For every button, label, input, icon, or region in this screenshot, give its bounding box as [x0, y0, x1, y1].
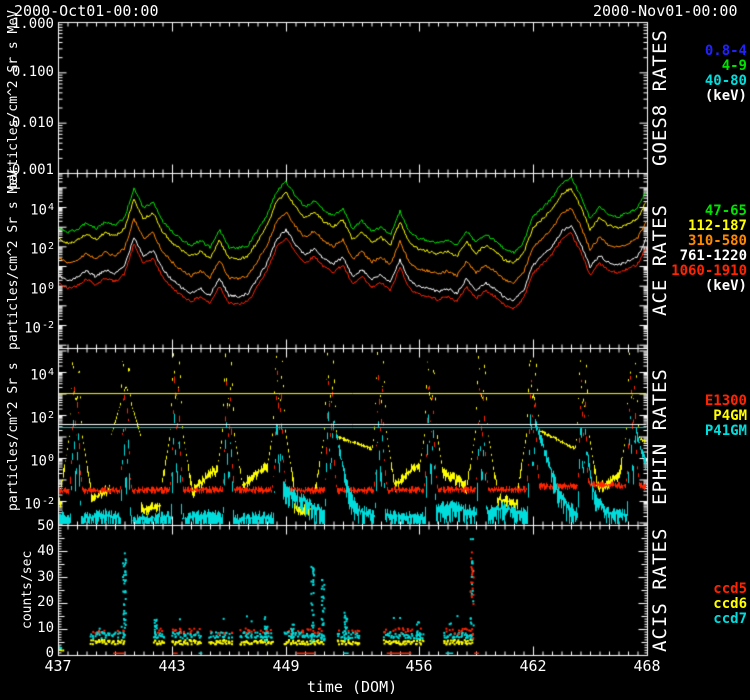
y-tick-label: 0: [45, 645, 54, 661]
x-tick-label: 449: [272, 657, 300, 675]
acis-y-axis-title: counts/sec: [20, 550, 35, 630]
y-tick-label: 102: [30, 410, 54, 427]
legend-item: ccd7: [713, 611, 747, 627]
legend-unit-label: (keV): [704, 88, 747, 104]
legend-item: ccd5: [713, 581, 747, 597]
y-tick-label: 10-2: [24, 320, 54, 337]
legend-item: 4-9: [721, 58, 747, 74]
ace-legend: 47-65 112-187 310-580 761-1220 1060-1910…: [650, 204, 747, 294]
legend-item: 310-580: [687, 233, 747, 249]
ace-y-axis-title: particles/cm^2 Sr s MeV: [6, 170, 21, 351]
legend-unit-label: (keV): [704, 278, 747, 294]
legend-item: 761-1220: [679, 248, 747, 264]
y-tick-label: 102: [30, 241, 54, 258]
x-axis-title: time (DOM): [306, 678, 398, 696]
y-tick-label: 0.001: [11, 162, 54, 178]
legend-item: P41GM: [704, 423, 747, 439]
legend-item: 40-80: [704, 73, 747, 89]
x-tick-label: 456: [405, 657, 433, 675]
x-tick-label: 443: [158, 657, 186, 675]
ephin-legend: E1300 P4GM P41GM: [650, 394, 747, 439]
legend-item: 112-187: [687, 218, 747, 234]
ephin-y-axis-title: particles/cm^2 Sr s: [6, 362, 21, 511]
start-date-title: 2000-Oct01-00:00: [14, 2, 159, 20]
goes8-legend: 0.8-4 4-9 40-80 (keV): [650, 44, 747, 104]
legend-item: P4GM: [713, 408, 747, 424]
acis-legend: ccd5 ccd6 ccd7: [650, 582, 747, 627]
goes8-y-axis-title: particles/cm^2 Sr s MeV: [6, 9, 21, 190]
legend-item: 47-65: [704, 203, 747, 219]
y-tick-label: 10-2: [24, 496, 54, 513]
y-tick-label: 10: [37, 620, 54, 636]
y-tick-label: 20: [37, 594, 54, 610]
y-tick-label: 100: [30, 453, 54, 470]
y-tick-label: 0.100: [11, 64, 54, 80]
x-tick-label: 437: [44, 657, 72, 675]
legend-item: E1300: [704, 393, 747, 409]
legend-item: ccd6: [713, 596, 747, 612]
y-tick-label: 1.000: [11, 16, 54, 32]
y-tick-label: 104: [30, 367, 54, 384]
end-date-title: 2000-Nov01-00:00: [593, 2, 738, 20]
x-tick-label: 468: [633, 657, 661, 675]
y-tick-label: 30: [37, 569, 54, 585]
legend-item: 1060-1910: [671, 263, 747, 279]
legend-item: 0.8-4: [704, 43, 747, 59]
y-tick-label: 40: [37, 543, 54, 559]
y-tick-label: 100: [30, 281, 54, 298]
x-tick-label: 462: [519, 657, 547, 675]
y-tick-label: 50: [37, 518, 54, 534]
y-tick-label: 104: [30, 202, 54, 219]
y-tick-label: 0.010: [11, 115, 54, 131]
